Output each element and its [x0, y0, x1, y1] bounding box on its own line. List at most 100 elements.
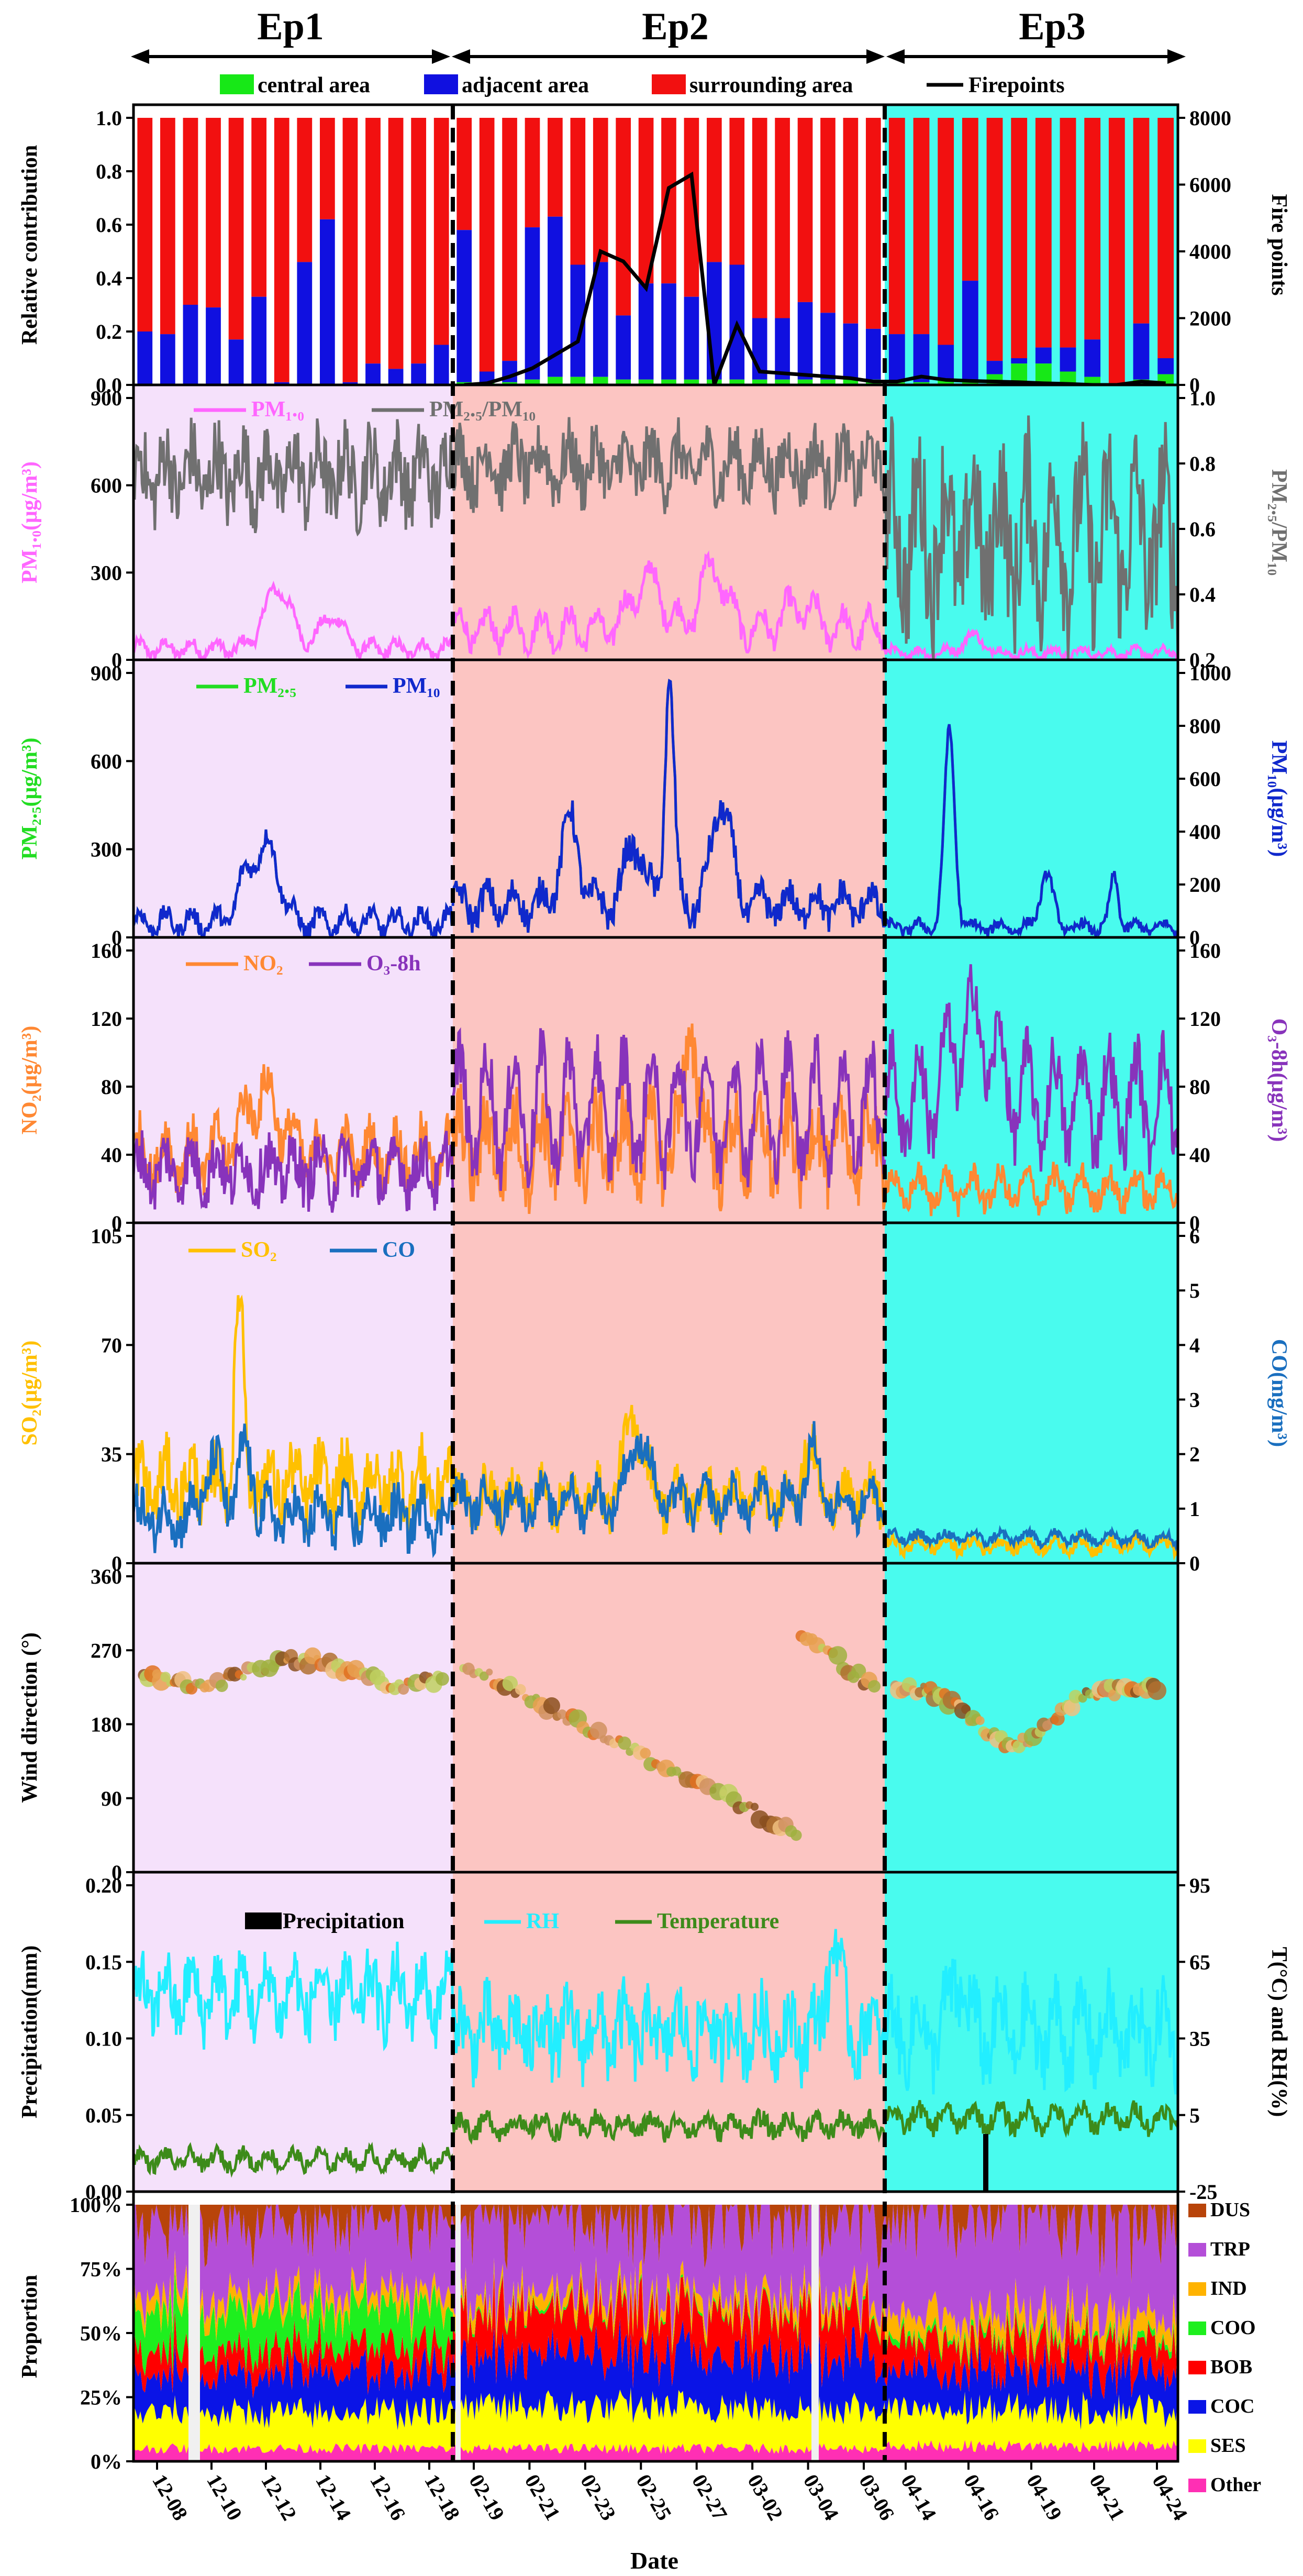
bar-surrounding	[865, 118, 881, 329]
area-dus	[453, 2205, 885, 2270]
bar-adjacent	[684, 296, 699, 380]
right-axis-title: PM₁₀(μg/m³)	[1267, 740, 1291, 857]
right-tick-label: 35	[1189, 2027, 1210, 2051]
area-ind	[885, 2275, 1178, 2372]
bar-surrounding	[319, 118, 335, 219]
right-tick-label: 80	[1189, 1075, 1210, 1099]
legend: NO₂ O₃-8h	[186, 952, 421, 976]
left-tick-label: 25%	[80, 2386, 122, 2409]
wind-point	[1012, 1740, 1026, 1753]
ep1-background	[133, 1872, 453, 2192]
legend: DUS TRP IND COO BOB COC SES Other	[1188, 2199, 1261, 2496]
wind-point	[1063, 1699, 1081, 1717]
left-tick-label: 300	[91, 838, 122, 861]
legend-label: IND	[1210, 2278, 1247, 2299]
temperature-line	[132, 2141, 454, 2178]
area-ind	[133, 2250, 453, 2346]
panel-p8: 0% 25% 50% 75% 100% Proportion DUS TRP IND COO BOB…	[18, 2190, 1261, 2496]
area-bob	[133, 2310, 453, 2400]
right-tick-label: 3	[1189, 1388, 1200, 1412]
left-axis-title: NO₂(μg/m³)	[18, 1026, 42, 1135]
x-tick-label: 12-12	[257, 2470, 302, 2524]
arrow-heads	[131, 49, 1186, 64]
left-tick-label: 70	[101, 1333, 122, 1357]
wind-point	[515, 1684, 526, 1695]
wind-point	[160, 1672, 171, 1682]
right-tick-label: 0.8	[1189, 452, 1216, 476]
bar-adjacent	[342, 382, 358, 385]
left-tick-label: 0	[112, 1211, 122, 1235]
bar-adjacent	[593, 262, 608, 377]
bar-adjacent	[1035, 347, 1052, 364]
x-tick-label: 04-16	[959, 2470, 1004, 2524]
data-gap	[455, 2205, 461, 2461]
area-coo	[885, 2301, 1178, 2376]
ep1-background	[133, 1563, 453, 1872]
temperature-line	[451, 2107, 886, 2145]
area-ses	[885, 2391, 1178, 2452]
bar-adjacent	[388, 369, 404, 385]
area-other	[133, 2443, 453, 2461]
area-coo	[133, 2269, 453, 2376]
temperature-line	[883, 2099, 1179, 2138]
bar-central	[820, 379, 836, 385]
legend-swatch	[1188, 2400, 1206, 2414]
pm10-line	[883, 724, 1179, 941]
legend-label: adjacent area	[462, 73, 589, 97]
bar-surrounding	[1011, 118, 1028, 358]
bar-central	[593, 377, 608, 385]
left-tick-label: 0.10	[85, 2027, 122, 2051]
left-tick-label: 100%	[70, 2193, 122, 2217]
bar-central	[752, 379, 767, 385]
legend-label: COO	[1210, 2317, 1256, 2339]
left-axis-title: SO₂(μg/m³)	[18, 1341, 42, 1446]
bar-adjacent	[661, 283, 676, 380]
legend-swatch	[1188, 2439, 1206, 2453]
left-tick-label: 0.8	[96, 160, 122, 183]
left-tick-label: 0.6	[96, 213, 122, 237]
right-tick-label: 600	[1189, 767, 1221, 791]
wind-point	[486, 1668, 493, 1676]
left-axis-title: PM₂.₅(μg/m³)	[18, 737, 42, 859]
legend-label: PM₁₀	[393, 674, 440, 698]
wind-point	[1078, 1694, 1087, 1703]
panel-p7: 0.00 0.05 0.10 0.15 0.20 -25 5 35 65 95 Precipitat…	[18, 1871, 1291, 2204]
panel-p2: 0 300 600 900 0.2 0.4 0.6 0.8 1.0 PM₁.₀(μg/m³) PM₂…	[18, 383, 1291, 672]
right-axis-title: PM₂.₅/PM₁₀	[1267, 469, 1291, 576]
area-dus	[885, 2205, 1178, 2284]
bar-surrounding	[1060, 118, 1076, 348]
right-tick-label: 8000	[1189, 106, 1231, 130]
bar-surrounding	[251, 118, 267, 297]
left-tick-label: 360	[91, 1565, 122, 1588]
wind-point	[640, 1748, 651, 1759]
left-tick-label: 300	[91, 561, 122, 584]
legend: PM₁.₀ PM₂.₅/PM₁₀	[194, 397, 536, 422]
x-tick-label: 02-21	[520, 2470, 565, 2524]
pm1-line	[132, 580, 454, 664]
right-tick-label: 0	[1189, 1211, 1200, 1235]
ep1-background	[133, 660, 453, 937]
no2-line	[451, 1023, 886, 1214]
bar-adjacent	[913, 334, 930, 382]
bar-surrounding	[1108, 118, 1125, 385]
right-tick-label: 400	[1189, 820, 1221, 844]
panel-p4: 0 40 80 120 160 0 40 80 120 160 NO₂(μg/m³) O₃-8h(μg…	[18, 936, 1291, 1235]
left-tick-label: 900	[91, 386, 122, 410]
left-tick-label: 270	[91, 1639, 122, 1662]
bar-adjacent	[797, 302, 813, 380]
bar-adjacent	[365, 363, 381, 385]
right-tick-label: 0	[1189, 1552, 1200, 1575]
x-tick-label: 03-06	[854, 2470, 899, 2524]
bar-adjacent	[456, 230, 472, 382]
right-tick-label: 2	[1189, 1443, 1200, 1466]
right-tick-label: 800	[1189, 714, 1221, 738]
legend-swatch	[1188, 2243, 1206, 2257]
legend-label: DUS	[1210, 2199, 1250, 2221]
wind-point	[502, 1676, 518, 1691]
bar-central	[797, 379, 813, 385]
panel-p3: 0 300 600 900 0 200 400 600 800 1000 PM₂.₅(μg/m³) P…	[18, 658, 1291, 949]
left-tick-label: 0.15	[85, 1950, 122, 1974]
bar-adjacent	[938, 345, 954, 380]
left-tick-label: 120	[91, 1007, 122, 1031]
right-tick-label: 5	[1189, 1279, 1200, 1302]
